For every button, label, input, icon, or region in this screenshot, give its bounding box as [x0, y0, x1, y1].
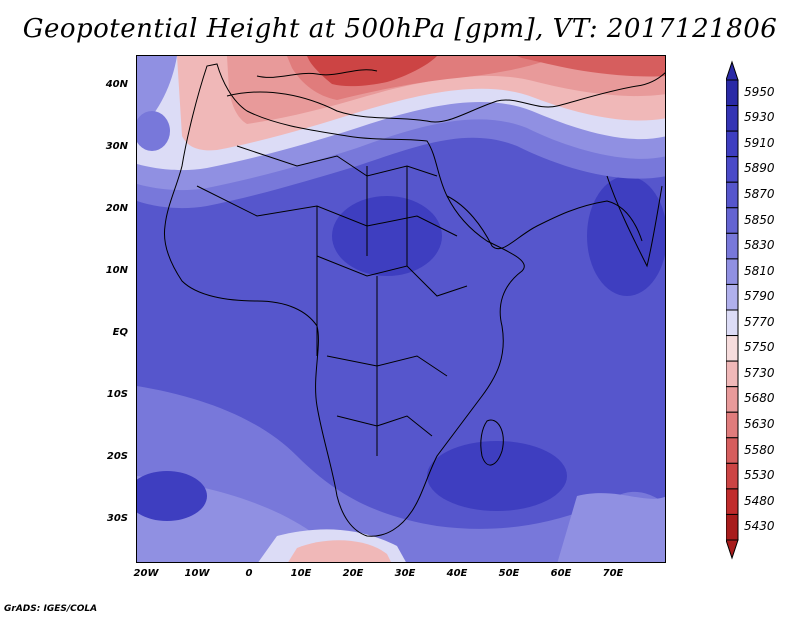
colorbar-level-label: 5680	[744, 391, 775, 406]
field-deep-blue-sahel	[332, 196, 442, 276]
colorbar-level-label: 5890	[744, 161, 775, 176]
colorbar-level-label: 5480	[744, 493, 775, 508]
colorbar-level-label: 5770	[744, 314, 775, 329]
colorbar-level-label: 5530	[744, 468, 775, 483]
colorbar-box	[726, 79, 739, 107]
field-red-northeast	[517, 56, 665, 77]
country-borders-southern	[336, 415, 433, 437]
lat-label-20n: 20N	[105, 203, 128, 214]
field-light-blue-northwest	[137, 111, 170, 151]
lon-label-20w: 20W	[133, 568, 159, 579]
colorbar-level-label: 5730	[744, 365, 775, 380]
colorbar-box	[726, 335, 739, 362]
lon-label-10w: 10W	[184, 568, 210, 579]
india-coastline	[606, 175, 663, 268]
field-deep-blue-atlantic	[137, 471, 207, 521]
colorbar-box	[726, 462, 739, 490]
field-deep-blue-madagascar	[427, 441, 567, 511]
lat-label-40n: 40N	[105, 79, 128, 90]
colorbar-box	[726, 437, 739, 464]
colorbar-box	[726, 258, 739, 285]
colorbar-box	[726, 309, 739, 337]
colorbar-level-label: 5790	[744, 289, 775, 304]
colorbar-box	[726, 513, 739, 541]
colorbar-box	[726, 105, 739, 132]
colorbar-box	[726, 207, 739, 234]
colorbar-level-label: 5870	[744, 187, 775, 201]
lat-label-10n: 10N	[105, 265, 128, 276]
colorbar-box	[726, 360, 739, 388]
colorbar-level-label: 5910	[744, 135, 775, 150]
colorbar-box	[726, 488, 739, 515]
colorbar-level-label: 5930	[744, 110, 775, 125]
colorbar-level-label: 5750	[744, 340, 775, 355]
lat-label-eq: EQ	[112, 327, 128, 338]
colorbar-level-label: 5810	[744, 263, 775, 278]
grads-credit: GrADS: IGES/COLA	[4, 604, 98, 614]
lat-label-10s: 10S	[106, 389, 128, 400]
lon-label-50e: 50E	[498, 568, 520, 579]
country-borders-meridional	[316, 166, 408, 456]
field-deep-blue-india	[587, 176, 665, 296]
colorbar-level-label: 5430	[744, 519, 775, 534]
colorbar-box	[726, 181, 739, 209]
mediterranean-coastline	[226, 72, 665, 123]
colorbar-level-label: 5630	[744, 417, 775, 431]
colorbar-level-label: 5950	[744, 84, 775, 99]
colorbar-box	[726, 386, 739, 413]
colorbar-level-label: 5850	[744, 212, 775, 227]
country-borders-south	[326, 355, 448, 377]
field-pale-blue-southeast	[557, 493, 665, 562]
arabia-coastline	[446, 195, 643, 249]
lon-label-60e: 60E	[550, 568, 572, 579]
field-red-south	[288, 540, 391, 562]
africa-coastline	[163, 63, 525, 537]
contour-field	[137, 56, 665, 562]
lon-label-10e: 10E	[290, 568, 312, 579]
coastlines	[163, 63, 665, 537]
country-borders-north	[236, 145, 438, 177]
lat-label-30s: 30S	[106, 513, 128, 524]
colorbar-top-arrow	[726, 60, 739, 81]
geopotential-height-map	[136, 55, 666, 563]
lon-label-20e: 20E	[342, 568, 364, 579]
lat-label-20s: 20S	[106, 451, 128, 462]
colorbar	[726, 60, 739, 560]
lon-label-70e: 70E	[602, 568, 624, 579]
lon-label-30e: 30E	[394, 568, 416, 579]
lon-label-40e: 40E	[446, 568, 468, 579]
europe-coastline	[256, 69, 378, 78]
colorbar-level-label: 5830	[744, 238, 775, 253]
map-title: Geopotential Height at 500hPa [gpm], VT:…	[22, 14, 778, 44]
colorbar-box	[726, 283, 739, 311]
colorbar-box	[726, 232, 739, 260]
colorbar-box	[726, 411, 739, 439]
colorbar-box	[726, 156, 739, 183]
colorbar-box	[726, 130, 739, 158]
colorbar-bottom-arrow	[726, 539, 739, 560]
field-dark-red-north	[307, 56, 437, 87]
colorbar-level-label: 5580	[744, 442, 775, 457]
madagascar-coastline	[480, 419, 504, 466]
lon-label-0: 0	[245, 568, 253, 579]
country-borders-sahel	[196, 185, 458, 237]
lat-label-30n: 30N	[105, 141, 128, 152]
colorbar-boxes	[726, 60, 739, 560]
